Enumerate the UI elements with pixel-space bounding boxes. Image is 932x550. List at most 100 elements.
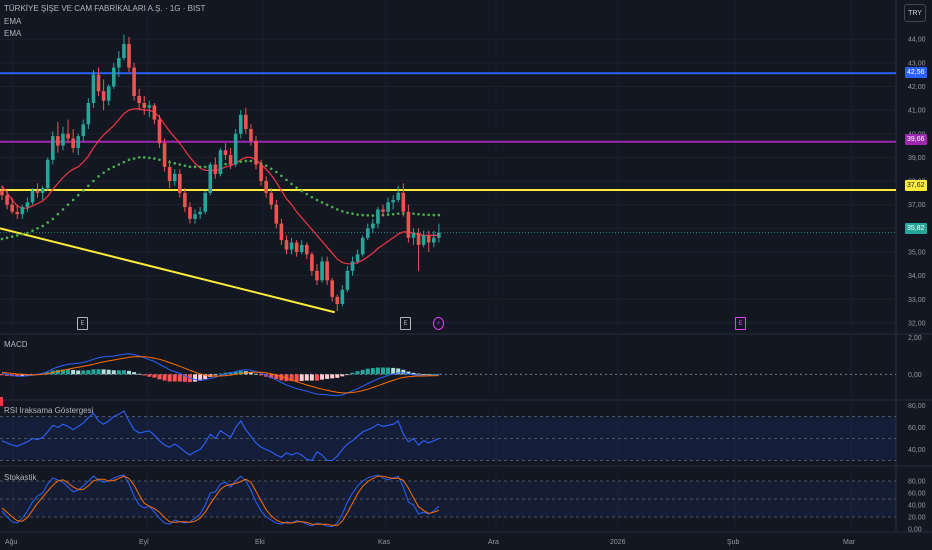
macd-histogram-bar [416, 373, 421, 375]
macd-histogram-bar [370, 368, 375, 375]
candle-body [310, 254, 314, 271]
macd-histogram-bar [421, 374, 426, 375]
ema-legend-2[interactable]: EMA [4, 29, 22, 38]
stoch-tick-label: 80,00 [908, 479, 926, 486]
ema-slow-point [335, 208, 339, 211]
price-label-yellow: 37,62 [905, 180, 927, 191]
macd-histogram-bar [177, 374, 182, 382]
candle-body [162, 143, 167, 167]
macd-histogram-bar [106, 369, 111, 375]
trend-line[interactable] [0, 227, 335, 314]
rsi-tick-label: 80,00 [908, 403, 926, 410]
macd-histogram-bar [375, 367, 380, 375]
ema-slow-point [325, 203, 329, 206]
ema-lines [0, 108, 441, 265]
macd-histogram-bar [167, 374, 172, 382]
dividend-marker[interactable]: ⚡ [433, 317, 444, 330]
candle-body [299, 244, 304, 252]
candle-body [421, 235, 426, 245]
candle-body [198, 211, 202, 215]
earnings-marker[interactable]: E [77, 317, 88, 330]
macd-histogram-bar [365, 368, 370, 375]
macd-tick-label: 2,00 [908, 335, 922, 342]
macd-histogram-bar [401, 369, 406, 375]
macd-histogram-bar [132, 372, 137, 375]
macd-histogram-bar [198, 374, 203, 381]
macd-histogram-bar [396, 368, 401, 375]
candle-body [365, 228, 370, 238]
candle-body [371, 223, 375, 229]
currency-button[interactable]: TRY [904, 4, 926, 22]
ema-slow-point [315, 198, 319, 202]
ema-slow-point [183, 164, 187, 167]
stoch-tick-label: 40,00 [908, 503, 926, 510]
ema-slow-point [102, 171, 105, 175]
ema-slow-point [249, 159, 253, 163]
macd-title[interactable]: MACD [4, 340, 28, 349]
ema-slow-point [264, 164, 268, 167]
earnings-marker[interactable]: E [400, 317, 411, 330]
axes: 44,0043,0042,0041,0040,0039,0038,0037,00… [5, 37, 926, 546]
ema-slow-point [203, 165, 207, 169]
candle-body [111, 67, 116, 87]
candle-body [56, 136, 60, 146]
stoch-tick-label: 60,00 [908, 491, 926, 498]
candle-body [284, 240, 289, 250]
candle-body [137, 95, 141, 104]
candle-body [254, 140, 258, 165]
candle-body [45, 159, 50, 189]
candle-body [350, 261, 355, 271]
candle-body [152, 105, 157, 120]
macd-histogram-bar [71, 369, 76, 375]
ema-slow-point [356, 213, 359, 216]
rsi-pane [1, 410, 440, 462]
candle-body [330, 280, 334, 297]
macd-histogram-bar [116, 370, 121, 375]
macd-histogram-bar [411, 372, 416, 375]
candle-body [213, 164, 218, 174]
candle-body [25, 202, 30, 208]
macd-histogram-bar [269, 374, 274, 379]
macd-histogram-bar [55, 369, 60, 375]
candle-body [96, 74, 101, 92]
macd-histogram-bar [60, 369, 65, 375]
ema-slow-point [224, 162, 227, 166]
macd-histogram-bar [360, 369, 365, 375]
stoch-k-line [1, 474, 440, 528]
stoch-title[interactable]: Stokastik [4, 473, 37, 482]
candle-body [386, 202, 390, 212]
candle-body [147, 105, 152, 108]
earnings-marker[interactable]: E [735, 317, 746, 330]
macd-histogram-bar [182, 374, 187, 382]
macd-histogram-bar [254, 373, 258, 375]
ema-slow-point [305, 192, 309, 196]
macd-histogram-bar [431, 373, 436, 375]
grid [0, 0, 932, 533]
candle-body [61, 133, 65, 146]
rsi-tick-label: 40,00 [908, 447, 926, 454]
price-tick-label: 39,00 [908, 155, 926, 162]
macd-histogram-bar [96, 369, 101, 375]
rsi-title[interactable]: RSI Iraksama Göstergesi [4, 406, 94, 415]
ema-legend-1[interactable]: EMA [4, 17, 22, 26]
ema-slow-point [417, 212, 420, 216]
time-tick-label: Ağu [5, 539, 18, 546]
horizontal-lines[interactable] [0, 72, 896, 234]
candles [0, 34, 441, 312]
candle-body [188, 207, 192, 219]
macd-histogram-bar [157, 374, 162, 380]
ema-slow-point [15, 234, 19, 237]
ema-slow-point [10, 235, 14, 238]
candle-body [122, 43, 126, 59]
macd-line [1, 353, 439, 397]
candle-body [233, 133, 238, 165]
time-tick-label: Ara [488, 539, 499, 546]
macd-histogram-bar [340, 374, 345, 377]
candle-body [411, 233, 416, 238]
macd-histogram-bar [233, 371, 238, 375]
candle-body [172, 173, 177, 182]
macd-histogram-bar [86, 370, 91, 375]
trend-line-segment [0, 227, 335, 314]
ema-slow-point [391, 212, 395, 216]
